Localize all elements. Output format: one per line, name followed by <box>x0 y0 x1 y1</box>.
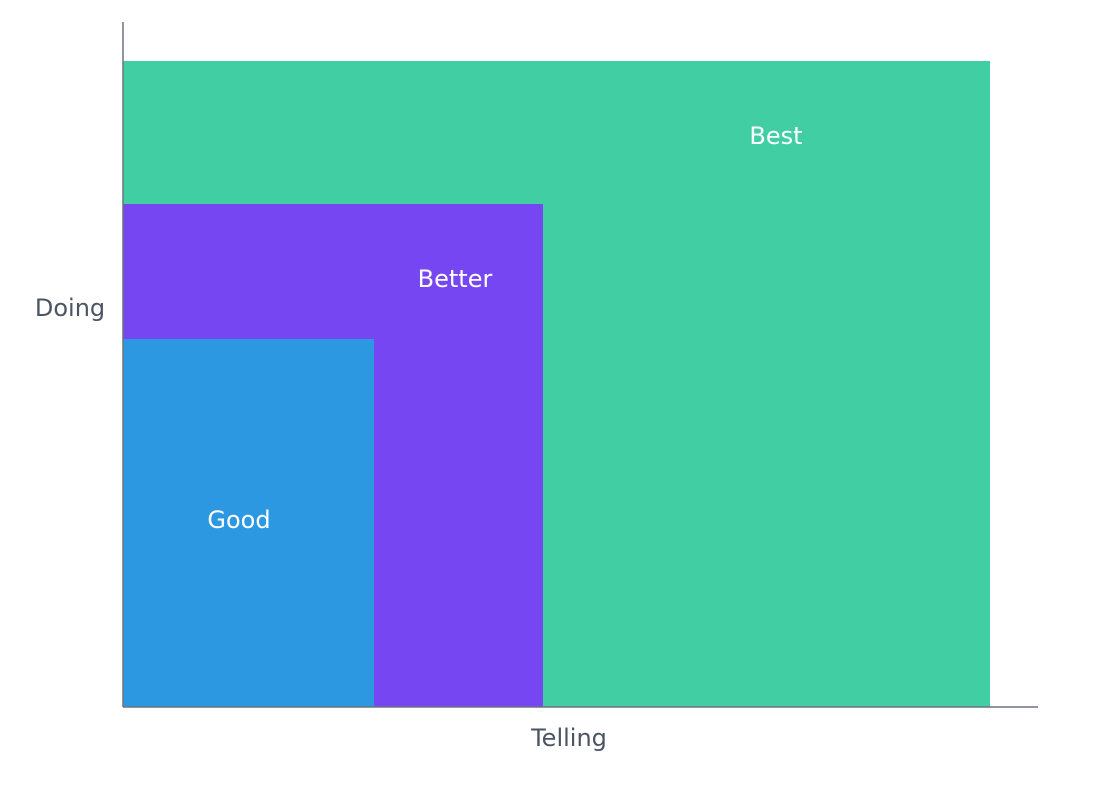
best-label: Best <box>749 122 802 150</box>
better-label: Better <box>418 265 493 293</box>
good-label: Good <box>207 506 270 534</box>
x-axis-label: Telling <box>530 724 607 752</box>
y-axis-label: Doing <box>35 294 105 322</box>
good-area <box>123 339 374 707</box>
